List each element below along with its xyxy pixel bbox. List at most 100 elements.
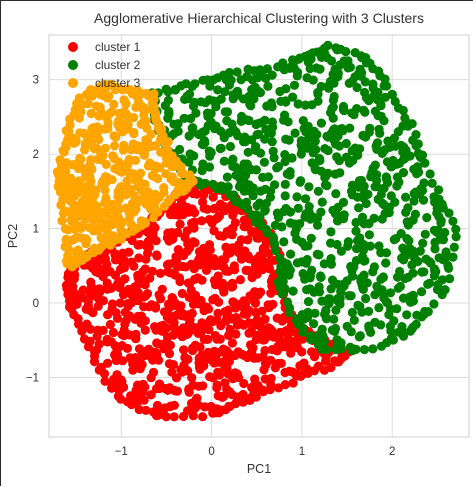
data-point	[305, 273, 315, 283]
data-point	[326, 238, 336, 248]
data-point	[134, 195, 144, 205]
data-point	[136, 185, 146, 195]
data-point	[259, 335, 270, 345]
data-point	[381, 81, 392, 91]
data-point	[179, 113, 189, 123]
data-point	[310, 308, 320, 318]
data-point	[287, 153, 297, 163]
data-point	[275, 253, 285, 263]
data-point	[239, 378, 249, 389]
data-point	[337, 124, 347, 134]
data-point	[233, 347, 243, 357]
data-point	[109, 153, 119, 164]
data-point	[197, 216, 207, 226]
data-point	[263, 172, 273, 182]
data-point	[409, 196, 419, 206]
data-point	[315, 155, 325, 166]
data-point	[451, 224, 461, 234]
data-point	[194, 358, 204, 368]
data-point	[86, 281, 96, 292]
data-point	[390, 96, 400, 107]
data-point	[338, 105, 348, 115]
data-point	[188, 345, 198, 356]
data-point	[190, 290, 201, 300]
data-point	[59, 147, 69, 157]
data-point	[179, 345, 189, 355]
data-point	[167, 367, 177, 377]
data-point	[233, 131, 243, 141]
data-point	[110, 350, 120, 360]
data-point	[434, 212, 444, 222]
data-point	[345, 123, 355, 133]
data-point	[347, 76, 357, 86]
data-point	[61, 280, 72, 290]
data-point	[268, 234, 278, 244]
data-point	[164, 236, 174, 246]
data-point	[240, 169, 250, 180]
data-point	[190, 403, 200, 413]
data-point	[218, 344, 228, 354]
data-point	[174, 273, 185, 283]
data-point	[288, 378, 298, 388]
legend-marker	[68, 42, 78, 52]
data-point	[331, 305, 341, 315]
data-point	[232, 67, 242, 77]
data-point	[415, 246, 425, 256]
data-point	[222, 107, 233, 117]
data-point	[83, 342, 94, 352]
data-point	[333, 216, 343, 226]
data-point	[285, 167, 295, 177]
data-point	[213, 85, 223, 95]
data-point	[386, 326, 396, 336]
data-point	[174, 202, 184, 212]
data-point	[113, 192, 123, 202]
data-point	[382, 178, 393, 188]
data-point	[329, 91, 339, 102]
data-point	[135, 364, 145, 374]
data-point	[220, 87, 230, 97]
data-point	[225, 387, 235, 397]
data-point	[335, 168, 345, 178]
data-point	[224, 67, 234, 78]
data-point	[286, 249, 296, 259]
data-point	[423, 307, 433, 317]
data-point	[134, 253, 144, 263]
data-point	[265, 385, 275, 395]
data-point	[444, 208, 454, 218]
data-point	[119, 120, 129, 130]
data-point	[163, 259, 174, 269]
data-point	[179, 250, 189, 261]
data-point	[54, 176, 64, 186]
data-point	[79, 334, 90, 344]
data-point	[148, 367, 159, 377]
data-point	[187, 123, 197, 133]
data-point	[267, 137, 277, 147]
data-point	[242, 309, 252, 319]
data-point	[220, 378, 230, 388]
data-point	[156, 404, 166, 414]
data-point	[280, 380, 290, 390]
data-point	[197, 139, 207, 149]
data-point	[331, 345, 341, 355]
data-point	[346, 261, 356, 272]
data-point	[288, 55, 298, 65]
data-point	[297, 310, 307, 320]
data-point	[430, 244, 440, 254]
data-point	[332, 357, 342, 367]
data-point	[86, 108, 96, 119]
data-point	[319, 365, 329, 375]
data-point	[152, 250, 162, 260]
data-point	[273, 161, 284, 172]
data-point	[312, 220, 323, 230]
data-point	[247, 226, 257, 236]
data-point	[86, 206, 96, 216]
data-point	[139, 103, 149, 113]
y-tick-labels: −1 0 1 2 3	[26, 75, 39, 385]
data-point	[266, 373, 276, 383]
data-point	[439, 254, 450, 264]
data-point	[293, 203, 303, 213]
data-point	[400, 113, 410, 123]
data-point	[361, 198, 371, 209]
data-point	[134, 404, 144, 415]
data-point	[434, 194, 444, 204]
